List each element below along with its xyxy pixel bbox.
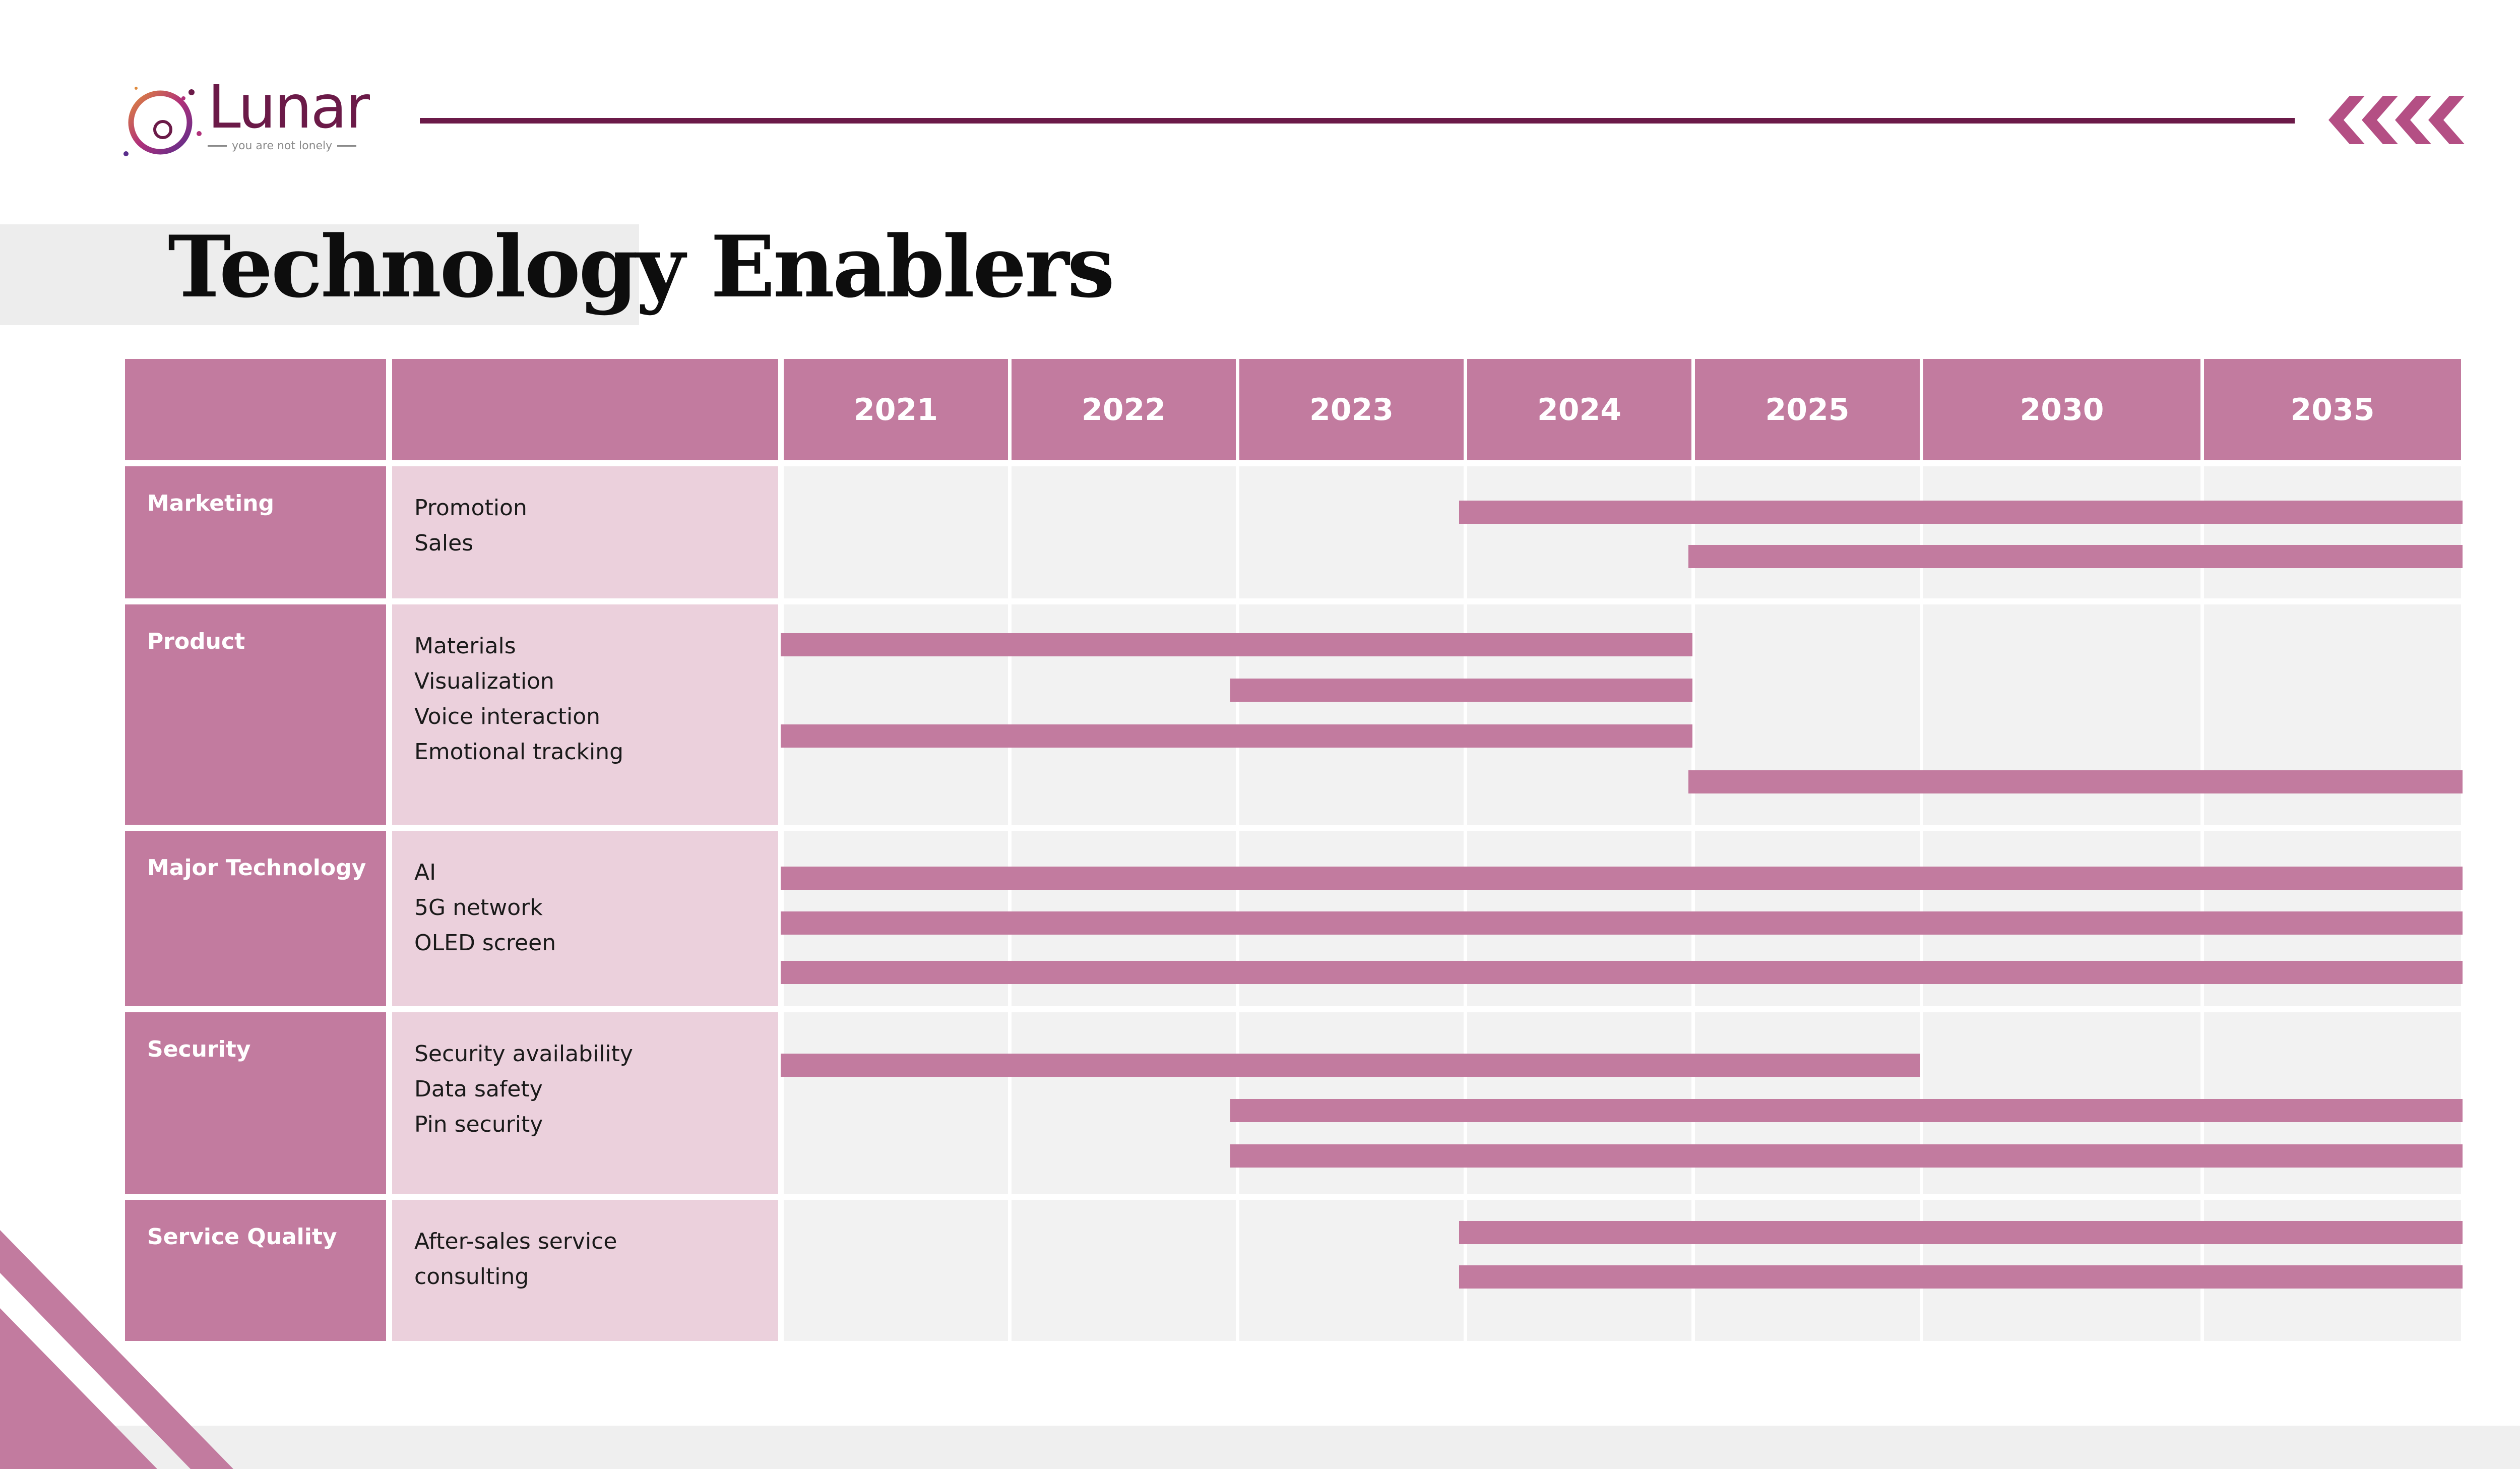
timeline-bar <box>1459 1265 2463 1289</box>
timeline-bar <box>1688 770 2463 793</box>
title-highlight <box>0 224 639 325</box>
timeline-grid-cell <box>1012 1012 1236 1194</box>
subcategory-item: AI <box>414 860 436 885</box>
timeline-bar <box>1230 1099 2463 1122</box>
subcategory-item: After-sales service <box>414 1229 617 1254</box>
year-header: 2025 <box>1695 359 1920 460</box>
timeline-grid-cell <box>784 466 1008 598</box>
year-header: 2021 <box>784 359 1008 460</box>
year-header: 2022 <box>1012 359 1236 460</box>
timeline-bar <box>1459 501 2463 524</box>
subcategory-cell: After-sales service consulting <box>392 1200 778 1341</box>
timeline-bar <box>1688 545 2463 568</box>
subcategory-item: Sales <box>414 530 474 556</box>
brand-tagline-text: you are not lonely <box>232 140 333 152</box>
header-blank-category <box>125 359 386 460</box>
timeline-grid-cell <box>1239 466 1464 598</box>
timeline-bar <box>781 911 2463 935</box>
year-header: 2030 <box>1923 359 2200 460</box>
timeline-bar <box>781 724 1692 748</box>
bottom-band <box>0 1426 2520 1469</box>
category-cell: Product <box>125 604 386 825</box>
page-title: Technology Enablers <box>168 217 1115 317</box>
timeline-grid-cell <box>1467 466 1691 598</box>
timeline-bar <box>781 633 1692 656</box>
timeline-grid-cell <box>1012 466 1236 598</box>
timeline-bar <box>781 961 2463 984</box>
timeline-grid-cell <box>784 1012 1008 1194</box>
subcategory-cell: Promotion Sales <box>392 466 778 598</box>
year-header: 2035 <box>2204 359 2461 460</box>
timeline-bar <box>1230 1144 2463 1168</box>
year-header: 2024 <box>1467 359 1691 460</box>
subcategory-item: Pin security <box>414 1112 543 1137</box>
lunar-logo: Lunar you are not lonely <box>116 72 378 164</box>
subcategory-cell: Materials Visualization Voice interaction E… <box>392 604 778 825</box>
timeline-grid-cell <box>1695 466 1920 598</box>
timeline-bar <box>1230 679 1692 702</box>
subcategory-item: Promotion <box>414 495 527 521</box>
chevrons-left-icon <box>2328 96 2465 144</box>
subcategory-item: Materials <box>414 633 516 659</box>
timeline-bar <box>781 867 2463 890</box>
timeline-grid-cell <box>1239 1200 1464 1341</box>
subcategory-item: Security availability <box>414 1041 633 1067</box>
timeline-grid-cell <box>1012 1200 1236 1341</box>
year-header: 2023 <box>1239 359 1464 460</box>
timeline-grid-cell <box>2204 466 2461 598</box>
subcategory-item: consulting <box>414 1264 529 1290</box>
category-cell: Service Quality <box>125 1200 386 1341</box>
category-cell: Marketing <box>125 466 386 598</box>
subcategory-item: Voice interaction <box>414 704 601 729</box>
brand-tagline: you are not lonely <box>208 140 374 152</box>
category-cell: Major Technology <box>125 831 386 1006</box>
subcategory-item: Visualization <box>414 668 554 694</box>
timeline-bar <box>1459 1221 2463 1244</box>
subcategory-item: Emotional tracking <box>414 739 624 765</box>
header-divider-line <box>420 118 2295 124</box>
timeline-grid-cell <box>784 1200 1008 1341</box>
lunar-logo-mark <box>123 87 202 156</box>
timeline-grid-cell <box>1923 466 2200 598</box>
subcategory-item: OLED screen <box>414 930 556 956</box>
subcategory-cell: AI 5G network OLED screen <box>392 831 778 1006</box>
timeline-bar <box>781 1054 1920 1077</box>
subcategory-item: Data safety <box>414 1076 543 1102</box>
subcategory-item: 5G network <box>414 895 543 921</box>
brand-name: Lunar <box>208 72 370 142</box>
category-cell: Security <box>125 1012 386 1194</box>
header-blank-subcategory <box>392 359 778 460</box>
subcategory-cell: Security availability Data safety Pin secu… <box>392 1012 778 1194</box>
